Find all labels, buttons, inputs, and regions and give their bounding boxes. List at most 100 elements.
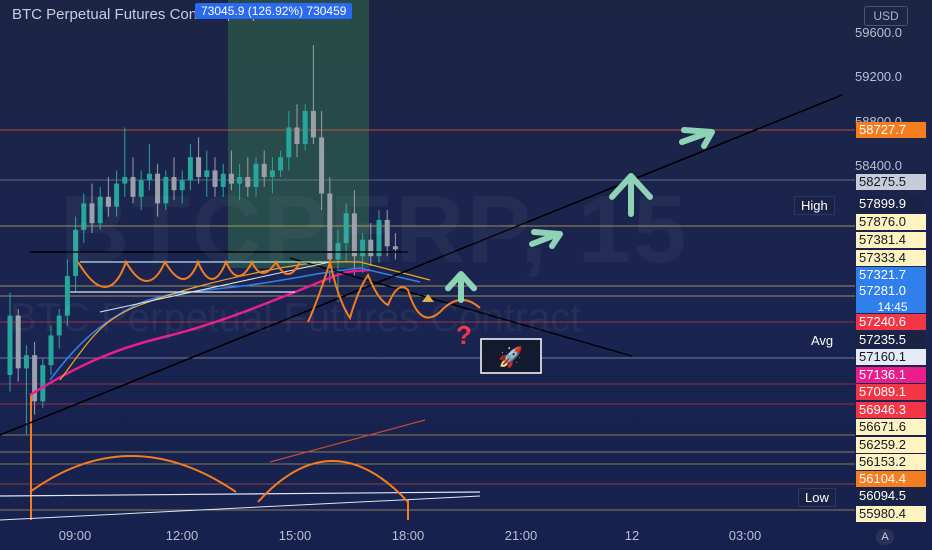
arc-right — [257, 460, 409, 503]
price-label-value: 56259.2 — [859, 437, 906, 452]
price-label: 56259.2 — [856, 437, 926, 453]
candle-body — [97, 196, 103, 224]
candle-body — [384, 219, 390, 247]
rising-line — [269, 419, 426, 463]
price-label-value: 58275.5 — [859, 174, 906, 189]
candle-body — [204, 170, 210, 177]
time-tick: 12 — [624, 528, 640, 543]
time-tick: 03:00 — [728, 528, 762, 543]
price-label-value: 56946.3 — [859, 402, 906, 417]
candle-body — [368, 239, 374, 257]
price-label-value: 57321.7 — [859, 267, 906, 282]
candle-body — [40, 365, 46, 402]
price-label: 57876.0 — [856, 214, 926, 230]
candle-body — [327, 193, 333, 260]
candle-body — [278, 157, 284, 171]
candle-body — [81, 203, 87, 230]
price-tick: 58400.0 — [855, 158, 902, 173]
time-tick: 09:00 — [58, 528, 92, 543]
candle-body — [155, 173, 161, 204]
candle-body — [294, 127, 300, 144]
candle-body — [237, 177, 243, 184]
candle-body — [253, 163, 259, 187]
candle-body — [228, 173, 234, 184]
candle-body — [105, 196, 111, 207]
arc-left — [29, 455, 237, 493]
candle-body — [73, 229, 79, 276]
price-label: 57240.6 — [856, 314, 926, 330]
candle-body — [114, 183, 120, 207]
candle-body — [187, 157, 193, 181]
price-label: 56104.4 — [856, 471, 926, 487]
candle-body — [56, 315, 62, 336]
level-tag-avg: Avg — [811, 333, 834, 348]
currency-button[interactable]: USD — [864, 6, 908, 26]
candle-body — [179, 180, 185, 191]
price-label: 56671.6 — [856, 419, 926, 435]
candle-body — [343, 213, 349, 243]
level-tag-low: Low — [798, 488, 836, 507]
price-label-value: 57240.6 — [859, 314, 906, 329]
question-annotation: ? — [456, 320, 472, 350]
candle-body — [286, 127, 292, 158]
wave-drawing-2 — [307, 258, 481, 323]
auto-scale-button[interactable]: A — [876, 529, 894, 545]
price-label: 57281.0 14:45 — [856, 283, 926, 314]
price-label: 55980.4 — [856, 506, 926, 522]
time-tick: 21:00 — [504, 528, 538, 543]
price-label: 57333.4 — [856, 250, 926, 266]
price-label: 57136.1 — [856, 367, 926, 383]
price-label-value: 57235.5 — [859, 332, 906, 347]
candle-body — [171, 177, 177, 191]
price-label-value: 56104.4 — [859, 471, 906, 486]
rocket-box — [480, 338, 542, 374]
candle-body — [23, 355, 29, 369]
price-label-value: 57160.1 — [859, 349, 906, 364]
price-label-value: 57136.1 — [859, 367, 906, 382]
up-arrow-large — [609, 173, 653, 217]
candle-body — [89, 203, 95, 224]
candle-body — [48, 335, 54, 366]
candle-body — [302, 111, 308, 144]
candle-body — [15, 315, 21, 369]
up-arrow-small — [445, 271, 477, 303]
price-label-value: 57333.4 — [859, 250, 906, 265]
price-label: 57089.1 — [856, 384, 926, 400]
candle-body — [212, 170, 218, 187]
price-label: 56153.2 — [856, 454, 926, 470]
level-tag-high: High — [794, 196, 835, 215]
price-label: 57899.9 — [856, 196, 926, 212]
diag-arrow-1 — [529, 229, 563, 249]
price-label: 57160.1 — [856, 349, 926, 365]
price-label-value: 58727.7 — [859, 122, 906, 137]
candles — [7, 45, 398, 435]
candle-body — [32, 355, 38, 402]
price-label-value: 57089.1 — [859, 384, 906, 399]
candle-body — [319, 137, 325, 194]
bottom-line — [0, 491, 481, 497]
candle-body — [245, 177, 251, 187]
candle-body — [130, 177, 136, 197]
candle-body — [220, 173, 226, 187]
price-label: 57381.4 — [856, 232, 926, 248]
bar-countdown: 14:45 — [877, 300, 908, 314]
ascending-trendline — [0, 94, 843, 436]
level-lines — [0, 129, 855, 511]
candle-body — [163, 177, 169, 204]
marker-triangle — [422, 294, 434, 302]
wave-drawing — [77, 259, 301, 288]
candle-body — [196, 157, 202, 177]
price-label-value: 57876.0 — [859, 214, 906, 229]
ma-fast-line — [59, 261, 431, 381]
time-tick: 12:00 — [165, 528, 199, 543]
candle-body — [261, 163, 267, 177]
time-tick: 18:00 — [391, 528, 425, 543]
ma-slow-line — [29, 268, 371, 397]
price-label-value: 57381.4 — [859, 232, 906, 247]
price-label: 57321.7 — [856, 267, 926, 283]
price-label: 56946.3 — [856, 402, 926, 418]
price-label-value: 57899.9 — [859, 196, 906, 211]
candle-body — [376, 219, 382, 257]
